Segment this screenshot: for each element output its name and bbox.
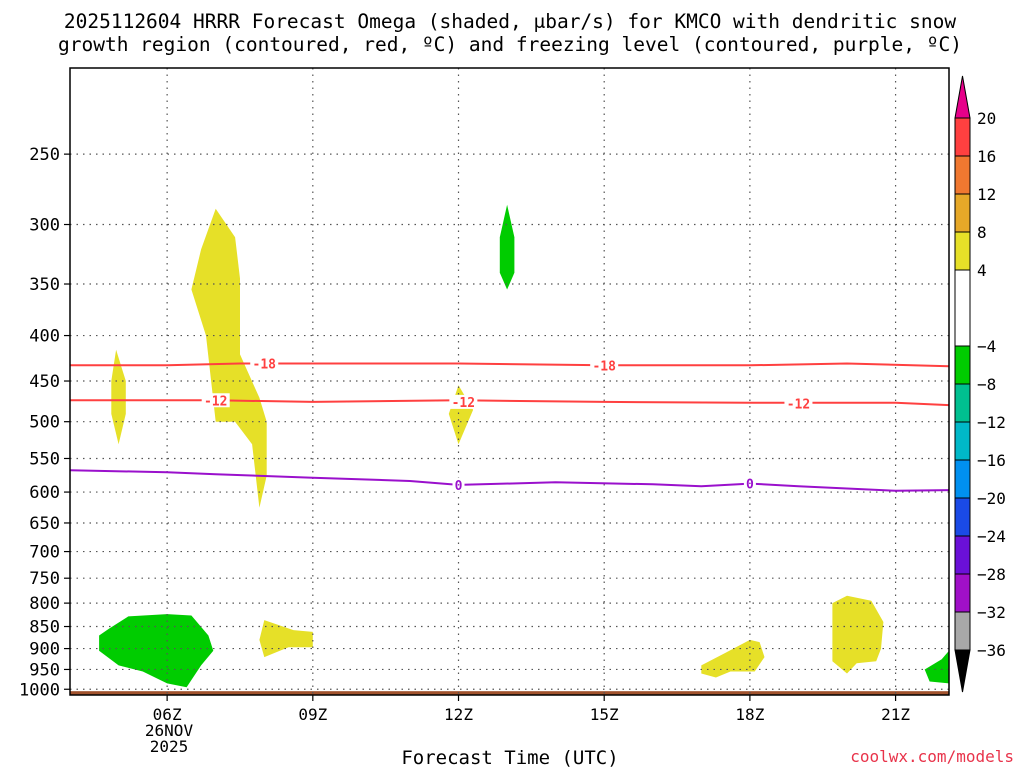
contour-label-bg--12: [784, 396, 813, 411]
plot-background: [70, 68, 949, 695]
contour-label--18: -18: [253, 357, 277, 372]
chart-title-line2: growth region (contoured, red, ºC) and f…: [58, 33, 962, 56]
colorbar-bin-16-20: [954, 117, 971, 157]
y-tick-label-1000: 1000: [19, 680, 60, 700]
ground-layer: [70, 691, 949, 695]
omega-region-yellow-a: [111, 349, 126, 445]
y-tick-label-800: 800: [29, 594, 60, 614]
colorbar-top-arrow: [954, 75, 971, 119]
y-tick-label-500: 500: [29, 413, 60, 433]
x-date-day: 26NOV: [145, 721, 194, 740]
colorbar-label-3: 8: [977, 223, 987, 242]
colorbar-label-10: −24: [977, 527, 1006, 546]
colorbar-label-12: −32: [977, 603, 1006, 622]
colorbar-bin--32--28: [954, 573, 971, 613]
colorbar-bin--16--12: [954, 421, 971, 461]
colorbar-bin--12--8: [954, 383, 971, 423]
y-tick-label-250: 250: [29, 145, 60, 165]
contour-label-bg-0: [743, 476, 756, 491]
omega-region-yellow-c: [259, 620, 313, 658]
x-axis: 06Z 09Z 12Z 15Z 18Z 21Z: [153, 695, 910, 724]
colorbar-bin-8-12: [954, 193, 971, 233]
x-date-year: 2025: [150, 737, 189, 756]
contour-label--12: -12: [452, 396, 475, 411]
omega-region-green-a: [99, 614, 214, 688]
plot-area: -18 -18 -12 -12 -12 0 0: [69, 67, 950, 696]
contour-label--12: -12: [204, 394, 227, 409]
y-tick-label-450: 450: [29, 372, 60, 392]
y-tick-label-600: 600: [29, 483, 60, 503]
y-tick-label-550: 550: [29, 449, 60, 469]
y-tick-label-900: 900: [29, 640, 60, 660]
omega-region-green-b: [499, 204, 515, 290]
colorbar-bin--20--16: [954, 459, 971, 499]
colorbar-bin--8--4: [954, 345, 971, 385]
colorbar-label-1: 16: [977, 147, 996, 166]
x-tick-label-09Z: 09Z: [298, 705, 327, 724]
contour-label-bg--12: [449, 394, 478, 409]
y-tick-label-350: 350: [29, 275, 60, 295]
contour-label-bg--18: [250, 356, 279, 371]
y-tick-label-400: 400: [29, 327, 60, 347]
y-tick-label-700: 700: [29, 543, 60, 563]
colorbar-bin--24--20: [954, 497, 971, 537]
contour-label-0: 0: [455, 479, 463, 494]
contour-line--18: [70, 362, 950, 368]
colorbar-bottom-arrow: [954, 649, 971, 693]
y-tick-label-750: 750: [29, 569, 60, 589]
colorbar-bin--4-4: [954, 269, 971, 347]
chart-title-line1: 2025112604 HRRR Forecast Omega (shaded, …: [64, 10, 956, 33]
x-tick-label-15Z: 15Z: [590, 705, 619, 724]
x-tick-label-12Z: 12Z: [444, 705, 473, 724]
omega-colorbar: 20 16 12 8 4 −4 −8 −12 −16 −20 −24 −28 −32 −36: [954, 75, 1006, 693]
colorbar-bin--28--24: [954, 535, 971, 575]
colorbar-label-2: 12: [977, 185, 996, 204]
grid-lines: [70, 68, 949, 695]
temperature-contours: -18 -18 -12 -12 -12 0 0: [69, 356, 950, 494]
y-tick-label-300: 300: [29, 216, 60, 236]
contour-label-bg-0: [452, 477, 465, 492]
omega-region-yellow-e: [701, 639, 765, 678]
colorbar-label-7: −12: [977, 413, 1006, 432]
contour-label-bg--18: [590, 358, 619, 373]
omega-region-yellow-f: [832, 595, 884, 674]
contour-line-0: [69, 469, 950, 492]
colorbar-label-6: −8: [977, 375, 996, 394]
colorbar-bin-4-8: [954, 231, 971, 271]
y-tick-label-650: 650: [29, 514, 60, 534]
colorbar-label-0: 20: [977, 109, 996, 128]
y-tick-label-850: 850: [29, 618, 60, 638]
x-axis-label: Forecast Time (UTC): [401, 747, 618, 768]
colorbar-label-11: −28: [977, 565, 1006, 584]
contour-label--18: -18: [592, 359, 616, 374]
colorbar-label-13: −36: [977, 641, 1006, 660]
contour-label-bg--12: [201, 393, 230, 408]
x-tick-label-18Z: 18Z: [735, 705, 764, 724]
omega-region-green-c: [924, 650, 949, 684]
omega-shading: [99, 204, 949, 688]
colorbar-label-4: 4: [977, 261, 987, 280]
y-tick-label-950: 950: [29, 660, 60, 680]
contour-label-0: 0: [746, 478, 754, 493]
contour-label--12: -12: [787, 398, 810, 413]
ground-strip: [70, 691, 949, 695]
colorbar-label-5: −4: [977, 337, 996, 356]
colorbar-bin--36--32: [954, 611, 971, 651]
credit-text: coolwx.com/models: [850, 747, 1014, 766]
y-axis: 2503003504004505005506006507007508008509…: [19, 145, 70, 700]
x-tick-label-06Z: 06Z: [153, 705, 182, 724]
omega-region-yellow-b: [191, 208, 267, 508]
colorbar-label-8: −16: [977, 451, 1006, 470]
x-tick-label-21Z: 21Z: [881, 705, 910, 724]
colorbar-label-9: −20: [977, 489, 1006, 508]
colorbar-bin-12-16: [954, 155, 971, 195]
